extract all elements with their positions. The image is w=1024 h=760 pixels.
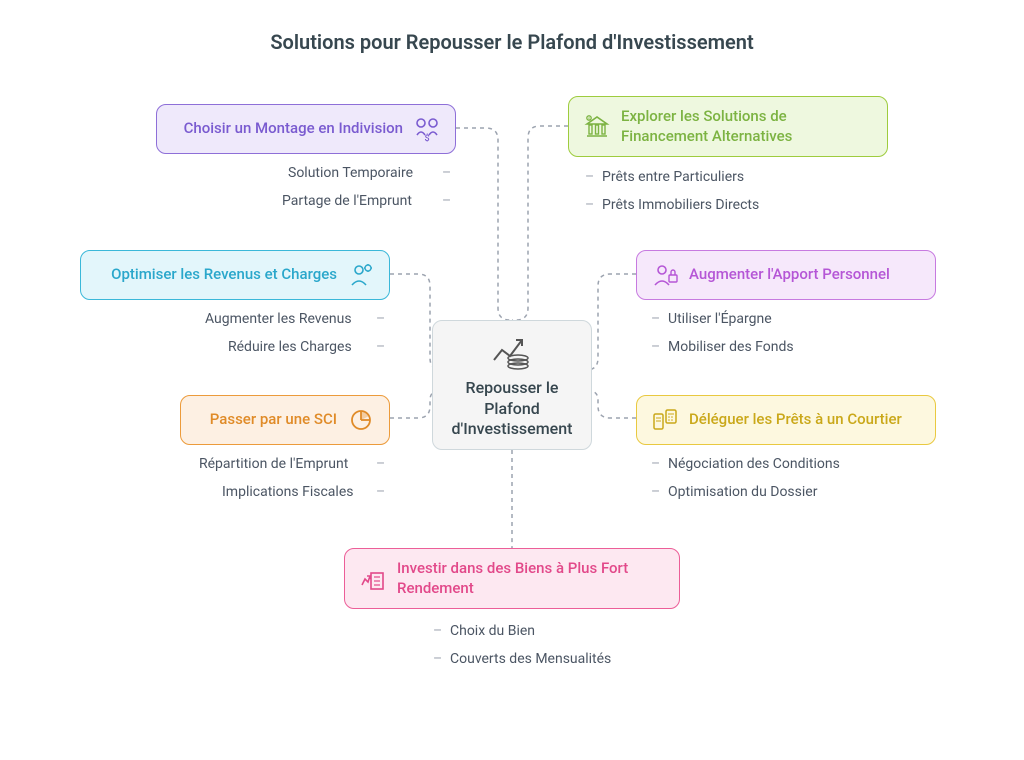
- sub-indivision-1: Partage de l'Emprunt: [282, 193, 412, 209]
- branch-apport-label: Augmenter l'Apport Personnel: [689, 265, 890, 285]
- sub-alternatives-1: Prêts Immobiliers Directs: [602, 197, 759, 213]
- sub-tick: –: [585, 197, 594, 213]
- branch-alternatives-label: Explorer les Solutions de Financement Al…: [621, 107, 873, 146]
- branch-courtier: Déléguer les Prêts à un Courtier: [636, 395, 936, 445]
- sub-tick: –: [651, 311, 660, 327]
- people-money-icon: $: [413, 115, 441, 143]
- sub-tick: –: [376, 311, 385, 327]
- sub-tick: –: [376, 484, 385, 500]
- center-label: Repousser le Plafond d'Investissement: [449, 378, 575, 440]
- sub-revenus-0: Augmenter les Revenus: [205, 311, 352, 327]
- branch-rendement: Investir dans des Biens à Plus Fort Rend…: [344, 548, 680, 609]
- branch-revenus: Optimiser les Revenus et Charges: [80, 250, 390, 300]
- branch-sci-label: Passer par une SCI: [210, 410, 337, 430]
- sub-apport-0: Utiliser l'Épargne: [668, 311, 772, 327]
- sub-tick: –: [442, 165, 451, 181]
- branch-sci: Passer par une SCI: [180, 395, 390, 445]
- sub-tick: –: [442, 193, 451, 209]
- calc-phone-icon: [651, 406, 679, 434]
- bank-icon: $: [583, 113, 611, 141]
- sub-tick: –: [376, 456, 385, 472]
- sub-tick: –: [433, 651, 442, 667]
- sub-alternatives-0: Prêts entre Particuliers: [602, 169, 744, 185]
- sub-courtier-1: Optimisation du Dossier: [668, 484, 817, 500]
- sub-tick: –: [651, 484, 660, 500]
- person-lock-icon: [651, 261, 679, 289]
- svg-text:$: $: [424, 133, 429, 143]
- branch-apport: Augmenter l'Apport Personnel: [636, 250, 936, 300]
- branch-indivision: Choisir un Montage en Indivision $: [156, 104, 456, 154]
- building-up-icon: [359, 565, 387, 593]
- sub-tick: –: [585, 169, 594, 185]
- sub-apport-1: Mobiliser des Fonds: [668, 339, 794, 355]
- sub-tick: –: [651, 456, 660, 472]
- sub-tick: –: [433, 623, 442, 639]
- sub-tick: –: [376, 339, 385, 355]
- mindmap-canvas: Repousser le Plafond d'Investissement Cho…: [0, 0, 1024, 760]
- branch-indivision-label: Choisir un Montage en Indivision: [184, 119, 403, 139]
- sub-sci-0: Répartition de l'Emprunt: [199, 456, 348, 472]
- sub-sci-1: Implications Fiscales: [222, 484, 353, 500]
- chart-coins-icon: [488, 330, 536, 370]
- sub-revenus-1: Réduire les Charges: [228, 339, 352, 355]
- branch-rendement-label: Investir dans des Biens à Plus Fort Rend…: [397, 559, 665, 598]
- sub-rendement-1: Couverts des Mensualités: [450, 651, 611, 667]
- branch-revenus-label: Optimiser les Revenus et Charges: [111, 265, 337, 285]
- branch-courtier-label: Déléguer les Prêts à un Courtier: [689, 410, 902, 430]
- sub-rendement-0: Choix du Bien: [450, 623, 535, 639]
- pie-icon: [347, 406, 375, 434]
- sub-tick: –: [651, 339, 660, 355]
- sub-courtier-0: Négociation des Conditions: [668, 456, 840, 472]
- center-node: Repousser le Plafond d'Investissement: [432, 320, 592, 450]
- sub-indivision-0: Solution Temporaire: [288, 165, 413, 181]
- person-gear-icon: [347, 261, 375, 289]
- branch-alternatives: $ Explorer les Solutions de Financement …: [568, 96, 888, 157]
